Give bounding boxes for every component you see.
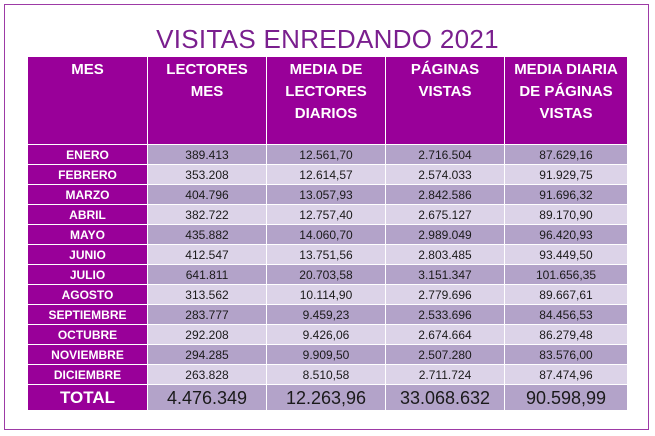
value-cell-paginas: 2.803.485: [385, 244, 505, 265]
value-cell-lectores: 435.882: [147, 224, 267, 245]
value-cell-media-paginas: 83.576,00: [504, 344, 628, 365]
table-row: ENERO 389.413 12.561,70 2.716.504 87.629,16: [27, 144, 628, 165]
value-cell-lectores: 283.777: [147, 304, 267, 325]
page-title: VISITAS ENREDANDO 2021: [156, 24, 499, 54]
value-cell-lectores: 292.208: [147, 324, 267, 345]
value-cell-media-paginas: 101.656,35: [504, 264, 628, 285]
value-cell-lectores: 263.828: [147, 364, 267, 385]
header-media-paginas: MEDIA DIARIA DE PÁGINAS VISTAS: [504, 56, 628, 145]
value-cell-paginas: 2.842.586: [385, 184, 505, 205]
visits-table: MES LECTORES MES MEDIA DE LECTORES DIARI…: [27, 56, 628, 411]
table-row: MAYO 435.882 14.060,70 2.989.049 96.420,93: [27, 224, 628, 245]
value-cell-media-lectores: 12.757,40: [266, 204, 386, 225]
value-cell-paginas: 2.533.696: [385, 304, 505, 325]
table-row: DICIEMBRE 263.828 8.510,58 2.711.724 87.474,…: [27, 364, 628, 385]
value-cell-paginas: 2.716.504: [385, 144, 505, 165]
month-cell: AGOSTO: [27, 284, 148, 305]
total-label: TOTAL: [27, 384, 148, 411]
value-cell-lectores: 294.285: [147, 344, 267, 365]
table-row: JUNIO 412.547 13.751,56 2.803.485 93.449,50: [27, 244, 628, 265]
value-cell-lectores: 353.208: [147, 164, 267, 185]
value-cell-media-paginas: 89.667,61: [504, 284, 628, 305]
value-cell-media-lectores: 12.561,70: [266, 144, 386, 165]
value-cell-media-lectores: 12.614,57: [266, 164, 386, 185]
value-cell-media-lectores: 13.057,93: [266, 184, 386, 205]
value-cell-media-lectores: 9.426,06: [266, 324, 386, 345]
value-cell-media-lectores: 10.114,90: [266, 284, 386, 305]
value-cell-media-paginas: 87.629,16: [504, 144, 628, 165]
table-row: FEBRERO 353.208 12.614,57 2.574.033 91.929,7…: [27, 164, 628, 185]
value-cell-paginas: 2.675.127: [385, 204, 505, 225]
month-cell: SEPTIEMBRE: [27, 304, 148, 325]
value-cell-media-lectores: 20.703,58: [266, 264, 386, 285]
month-cell: NOVIEMBRE: [27, 344, 148, 365]
month-cell: FEBRERO: [27, 164, 148, 185]
month-cell: MAYO: [27, 224, 148, 245]
value-cell-paginas: 2.711.724: [385, 364, 505, 385]
header-lectores-mes: LECTORES MES: [147, 56, 267, 145]
value-cell-media-paginas: 89.170,90: [504, 204, 628, 225]
table-row: AGOSTO 313.562 10.114,90 2.779.696 89.667,61: [27, 284, 628, 305]
value-cell-paginas: 2.989.049: [385, 224, 505, 245]
table-body: ENERO 389.413 12.561,70 2.716.504 87.629,16 F…: [27, 144, 628, 411]
table-row: JULIO 641.811 20.703,58 3.151.347 101.656,35: [27, 264, 628, 285]
total-cell-lectores: 4.476.349: [147, 384, 267, 411]
value-cell-lectores: 404.796: [147, 184, 267, 205]
header-media-lectores: MEDIA DE LECTORES DIARIOS: [266, 56, 386, 145]
table-row: OCTUBRE 292.208 9.426,06 2.674.664 86.279,48: [27, 324, 628, 345]
total-row: TOTAL 4.476.349 12.263,96 33.068.632 90.598,…: [27, 384, 628, 411]
value-cell-lectores: 641.811: [147, 264, 267, 285]
value-cell-media-lectores: 9.459,23: [266, 304, 386, 325]
value-cell-media-paginas: 91.696,32: [504, 184, 628, 205]
table-row: SEPTIEMBRE 283.777 9.459,23 2.533.696 84.456…: [27, 304, 628, 325]
value-cell-paginas: 2.507.280: [385, 344, 505, 365]
value-cell-paginas: 2.674.664: [385, 324, 505, 345]
value-cell-media-paginas: 87.474,96: [504, 364, 628, 385]
total-cell-paginas: 33.068.632: [385, 384, 505, 411]
month-cell: ABRIL: [27, 204, 148, 225]
table-row: NOVIEMBRE 294.285 9.909,50 2.507.280 83.576,…: [27, 344, 628, 365]
value-cell-lectores: 412.547: [147, 244, 267, 265]
month-cell: MARZO: [27, 184, 148, 205]
month-cell: DICIEMBRE: [27, 364, 148, 385]
value-cell-media-lectores: 14.060,70: [266, 224, 386, 245]
header-row: MES LECTORES MES MEDIA DE LECTORES DIARI…: [27, 56, 628, 145]
month-cell: JUNIO: [27, 244, 148, 265]
value-cell-media-paginas: 84.456,53: [504, 304, 628, 325]
table-row: ABRIL 382.722 12.757,40 2.675.127 89.170,90: [27, 204, 628, 225]
value-cell-paginas: 2.779.696: [385, 284, 505, 305]
value-cell-media-paginas: 91.929,75: [504, 164, 628, 185]
month-cell: JULIO: [27, 264, 148, 285]
value-cell-media-paginas: 96.420,93: [504, 224, 628, 245]
value-cell-lectores: 389.413: [147, 144, 267, 165]
value-cell-media-paginas: 86.279,48: [504, 324, 628, 345]
month-cell: OCTUBRE: [27, 324, 148, 345]
table-row: MARZO 404.796 13.057,93 2.842.586 91.696,32: [27, 184, 628, 205]
header-paginas-vistas: PÁGINAS VISTAS: [385, 56, 505, 145]
value-cell-lectores: 382.722: [147, 204, 267, 225]
total-cell-media-lectores: 12.263,96: [266, 384, 386, 411]
value-cell-lectores: 313.562: [147, 284, 267, 305]
value-cell-media-lectores: 8.510,58: [266, 364, 386, 385]
month-cell: ENERO: [27, 144, 148, 165]
total-cell-media-paginas: 90.598,99: [504, 384, 628, 411]
value-cell-paginas: 3.151.347: [385, 264, 505, 285]
value-cell-paginas: 2.574.033: [385, 164, 505, 185]
value-cell-media-lectores: 9.909,50: [266, 344, 386, 365]
value-cell-media-lectores: 13.751,56: [266, 244, 386, 265]
header-mes: MES: [27, 56, 148, 145]
value-cell-media-paginas: 93.449,50: [504, 244, 628, 265]
